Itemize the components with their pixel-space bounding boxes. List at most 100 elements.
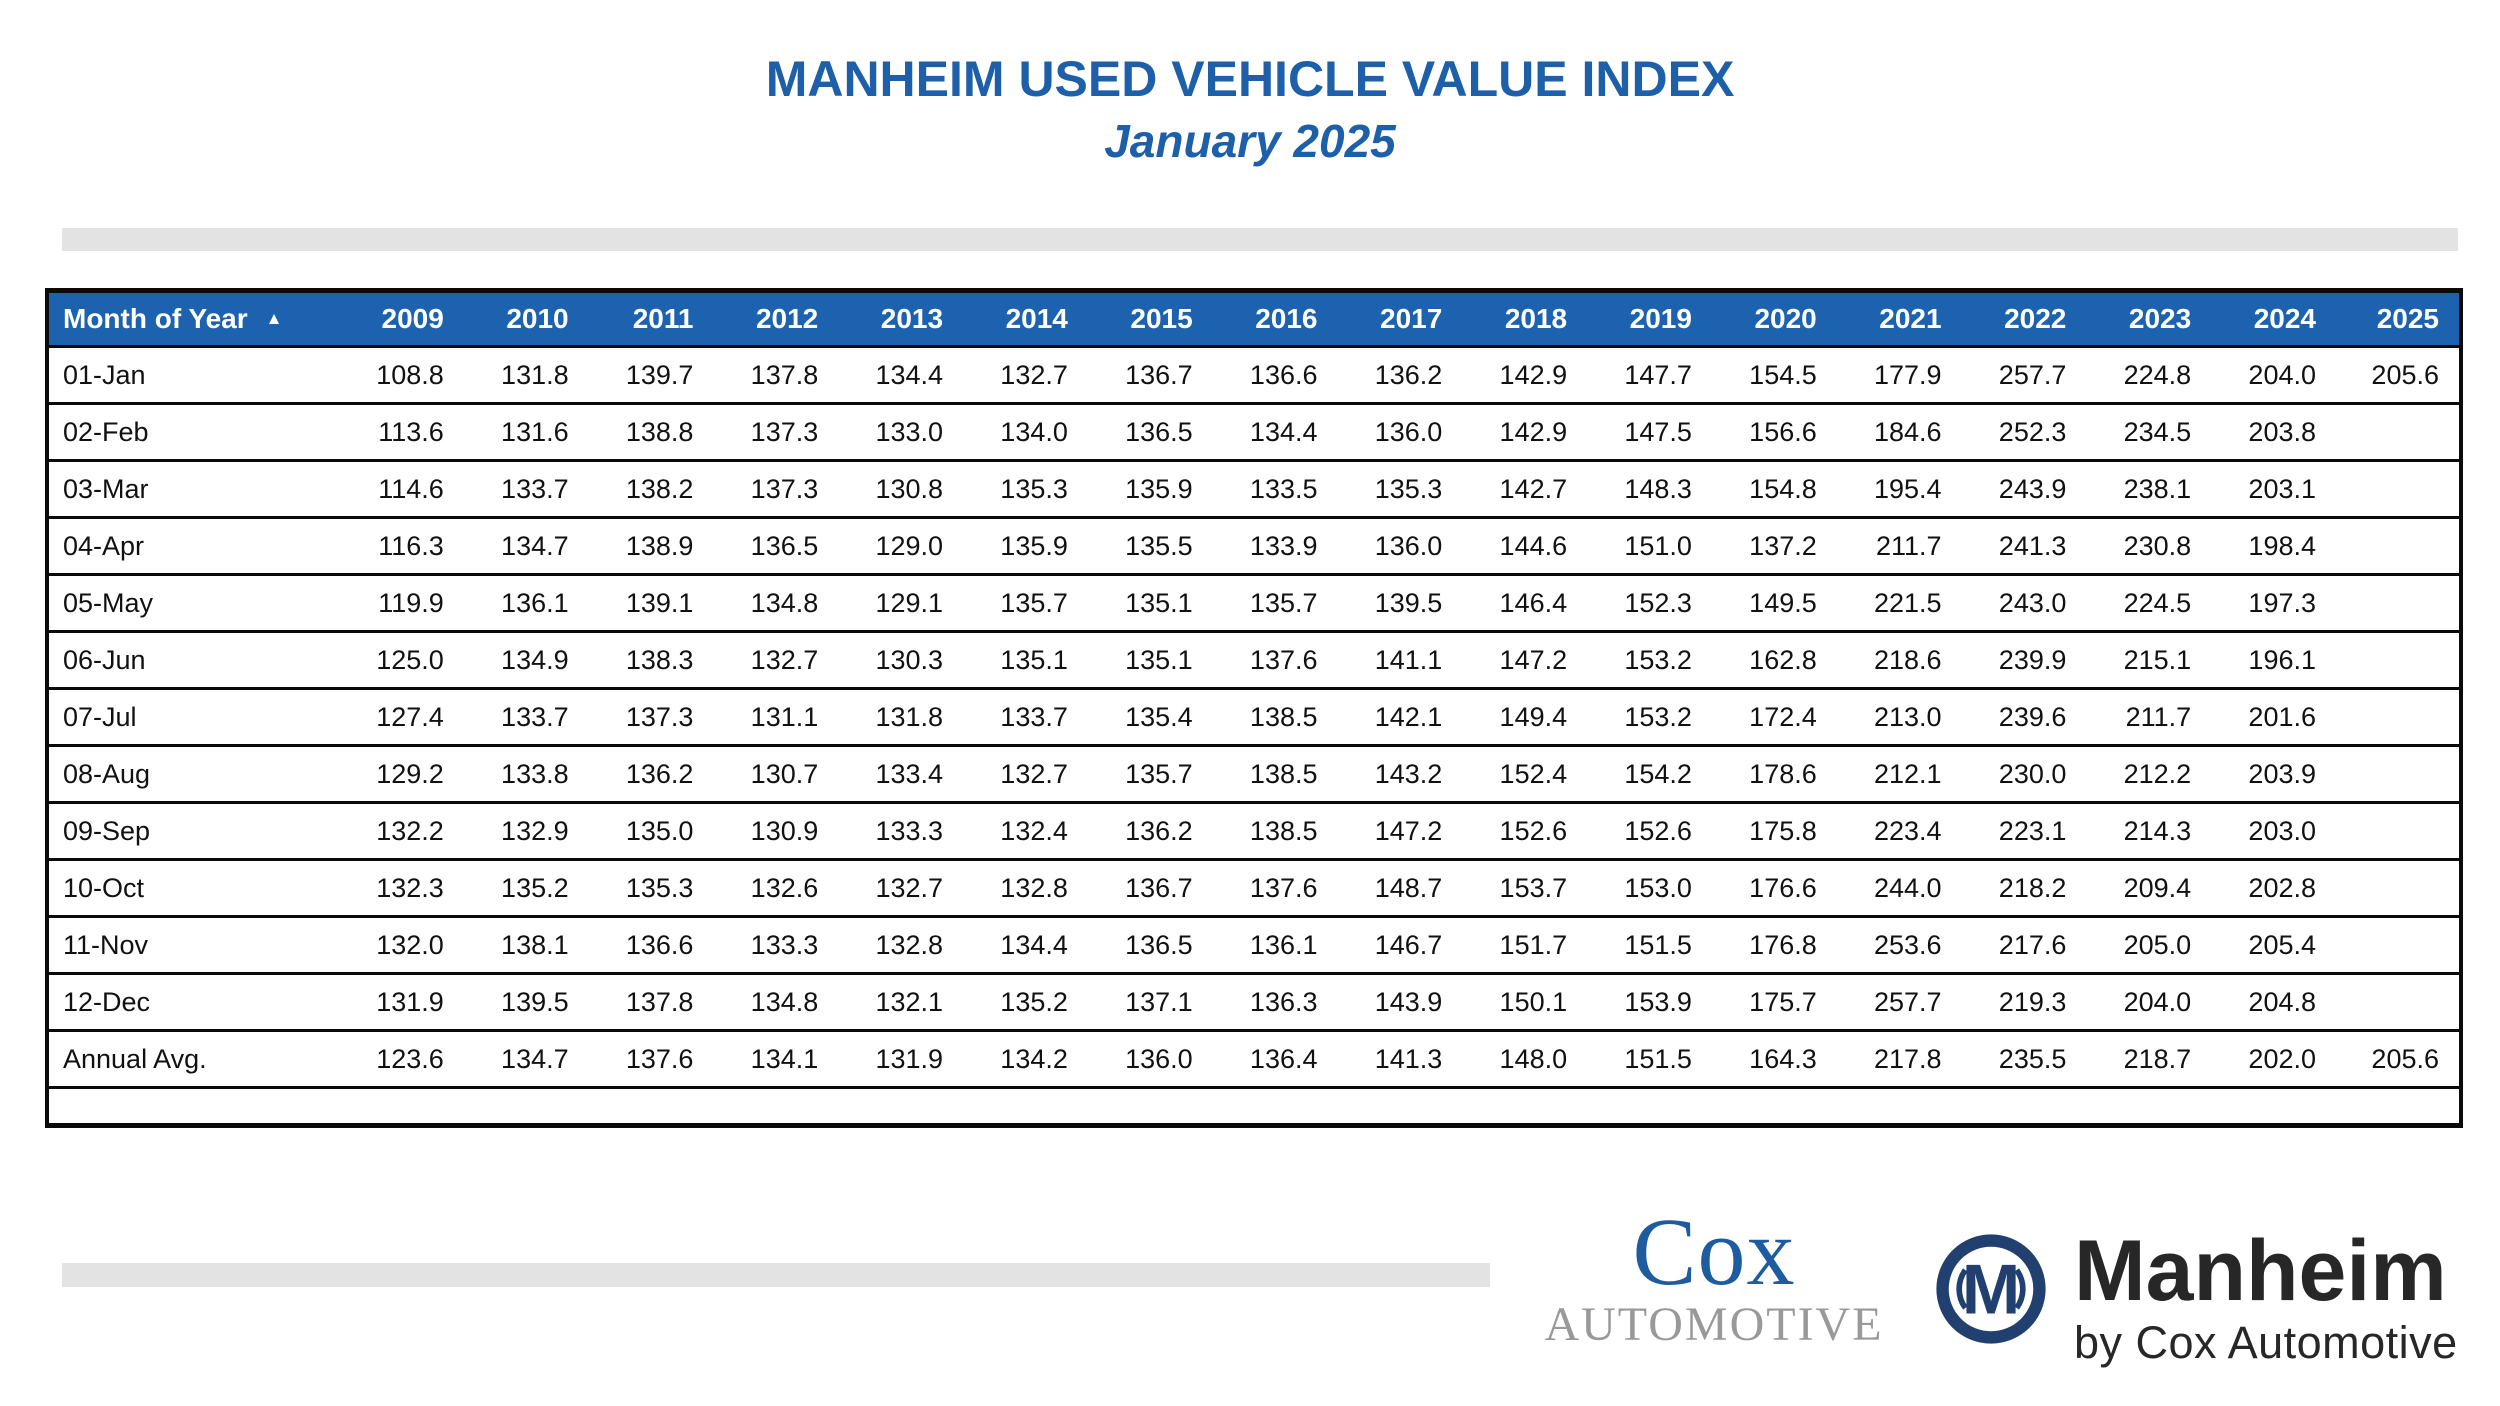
value-cell: 239.9 xyxy=(1961,630,2087,689)
value-cell: 135.1 xyxy=(1087,573,1213,632)
month-of-year-header[interactable]: Month of Year ▲ xyxy=(47,290,339,347)
value-cell: 211.7 xyxy=(2086,687,2212,746)
year-header-2009: 2009 xyxy=(339,290,464,347)
value-cell: 217.6 xyxy=(1961,915,2087,974)
year-header-2015: 2015 xyxy=(1087,290,1213,347)
value-cell: 135.4 xyxy=(1087,687,1213,746)
value-cell: 135.3 xyxy=(963,459,1088,518)
table-header-row: Month of Year ▲ 2009 2010 2011 2012 2013 2014 20… xyxy=(47,290,2461,347)
value-cell xyxy=(2336,858,2461,917)
value-cell: 177.9 xyxy=(1836,345,1962,404)
row-label: 07-Jul xyxy=(47,687,339,746)
value-cell: 135.5 xyxy=(1087,516,1213,575)
value-cell: 108.8 xyxy=(339,345,464,404)
value-cell: 134.0 xyxy=(963,402,1088,461)
value-cell: 138.9 xyxy=(588,516,714,575)
value-cell: 135.3 xyxy=(588,858,714,917)
value-cell: 131.9 xyxy=(838,1029,964,1088)
row-label: 11-Nov xyxy=(47,915,339,974)
value-cell: 114.6 xyxy=(339,459,464,518)
manheim-m-icon: M xyxy=(1936,1234,2046,1344)
cox-automotive-logo: Cox AUTOMOTIVE xyxy=(1538,1203,1890,1352)
value-cell: 132.3 xyxy=(339,858,464,917)
row-label: 10-Oct xyxy=(47,858,339,917)
year-header-2021: 2021 xyxy=(1836,290,1962,347)
year-header-2012: 2012 xyxy=(713,290,839,347)
value-cell: 230.0 xyxy=(1961,744,2087,803)
value-cell: 134.8 xyxy=(713,972,839,1031)
value-cell: 130.3 xyxy=(838,630,964,689)
value-cell xyxy=(2336,459,2461,518)
value-cell: 132.8 xyxy=(838,915,964,974)
value-cell: 239.6 xyxy=(1961,687,2087,746)
value-cell: 223.1 xyxy=(1961,801,2087,860)
value-cell: 197.3 xyxy=(2211,573,2336,632)
value-cell: 127.4 xyxy=(339,687,464,746)
value-cell: 142.1 xyxy=(1337,687,1463,746)
value-cell: 131.6 xyxy=(463,402,589,461)
value-cell: 204.0 xyxy=(2211,345,2336,404)
value-cell: 152.4 xyxy=(1462,744,1588,803)
manheim-tagline: by Cox Automotive xyxy=(2074,1317,2458,1369)
value-cell: 133.9 xyxy=(1212,516,1338,575)
page-subtitle: January 2025 xyxy=(1104,115,1396,167)
table-row: 11-Nov 132.0 138.1 136.6 133.3 132.8 134.4 136.… xyxy=(47,915,2461,974)
value-cell: 217.8 xyxy=(1836,1029,1962,1088)
value-cell: 137.1 xyxy=(1087,972,1213,1031)
year-header-2022: 2022 xyxy=(1961,290,2087,347)
year-header-2013: 2013 xyxy=(838,290,964,347)
value-cell: 149.5 xyxy=(1711,573,1837,632)
value-cell: 153.0 xyxy=(1587,858,1712,917)
value-cell: 135.1 xyxy=(963,630,1088,689)
value-cell: 135.2 xyxy=(463,858,589,917)
value-cell: 151.7 xyxy=(1462,915,1588,974)
value-cell: 150.1 xyxy=(1462,972,1588,1031)
value-cell: 134.1 xyxy=(713,1029,839,1088)
value-cell: 137.3 xyxy=(713,402,839,461)
value-cell: 230.8 xyxy=(2086,516,2212,575)
value-cell: 198.4 xyxy=(2211,516,2336,575)
table-row: 01-Jan 108.8 131.8 139.7 137.8 134.4 132.7 136.… xyxy=(47,345,2461,404)
value-cell: 137.6 xyxy=(588,1029,714,1088)
value-cell: 243.0 xyxy=(1961,573,2087,632)
value-cell: 132.7 xyxy=(713,630,839,689)
value-cell: 143.2 xyxy=(1337,744,1463,803)
value-cell: 175.7 xyxy=(1711,972,1837,1031)
value-cell: 113.6 xyxy=(339,402,464,461)
empty-row xyxy=(47,1086,2461,1126)
value-cell: 136.4 xyxy=(1212,1029,1338,1088)
row-label: 04-Apr xyxy=(47,516,339,575)
value-cell: 139.5 xyxy=(1337,573,1463,632)
value-cell: 132.2 xyxy=(339,801,464,860)
value-cell: 218.2 xyxy=(1961,858,2087,917)
value-cell: 212.2 xyxy=(2086,744,2212,803)
manheim-wordmark: Manheim xyxy=(2074,1223,2447,1319)
index-table: Month of Year ▲ 2009 2010 2011 2012 2013 2014 20… xyxy=(45,288,2463,1128)
value-cell xyxy=(2336,801,2461,860)
value-cell: 132.7 xyxy=(838,858,964,917)
value-cell: 132.7 xyxy=(963,744,1088,803)
year-header-2017: 2017 xyxy=(1337,290,1463,347)
value-cell: 205.4 xyxy=(2211,915,2336,974)
value-cell: 134.7 xyxy=(463,1029,589,1088)
table-body: 01-Jan 108.8 131.8 139.7 137.8 134.4 132.7 136.… xyxy=(47,345,2461,1126)
value-cell: 147.2 xyxy=(1337,801,1463,860)
value-cell: 135.2 xyxy=(963,972,1088,1031)
value-cell: 202.8 xyxy=(2211,858,2336,917)
value-cell: 176.8 xyxy=(1711,915,1837,974)
value-cell: 151.5 xyxy=(1587,915,1712,974)
value-cell: 136.0 xyxy=(1337,516,1463,575)
value-cell: 135.3 xyxy=(1337,459,1463,518)
value-cell: 205.6 xyxy=(2336,1029,2461,1088)
value-cell: 133.3 xyxy=(713,915,839,974)
table-row: 02-Feb 113.6 131.6 138.8 137.3 133.0 134.0 136.… xyxy=(47,402,2461,461)
value-cell: 219.3 xyxy=(1961,972,2087,1031)
year-header-2020: 2020 xyxy=(1711,290,1837,347)
value-cell: 133.7 xyxy=(963,687,1088,746)
value-cell: 123.6 xyxy=(339,1029,464,1088)
value-cell: 135.7 xyxy=(963,573,1088,632)
value-cell: 133.3 xyxy=(838,801,964,860)
value-cell: 136.5 xyxy=(1087,402,1213,461)
value-cell: 142.7 xyxy=(1462,459,1588,518)
value-cell: 214.3 xyxy=(2086,801,2212,860)
